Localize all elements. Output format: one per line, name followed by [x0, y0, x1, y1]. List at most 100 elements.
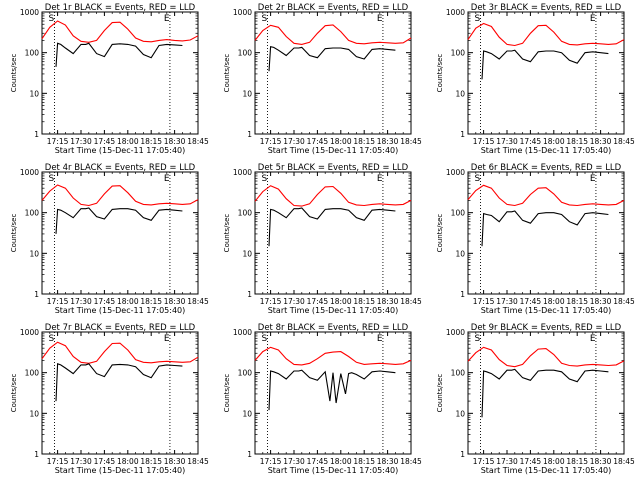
y-tick-label: 10 — [455, 89, 465, 98]
y-axis-label: Counts/sec — [10, 54, 18, 93]
events-series-line — [481, 49, 609, 80]
y-tick-label: 1000 — [20, 8, 39, 17]
y-axis-label: Counts/sec — [436, 374, 444, 413]
x-tick-label: 18:30 — [590, 457, 612, 466]
x-tick-label: 17:15 — [260, 137, 282, 146]
y-tick-label: 1 — [460, 450, 465, 459]
x-axis-label: Start Time (15-Dec-11 17:05:40) — [481, 306, 612, 315]
events-series-line — [55, 207, 183, 234]
x-tick-label: 18:45 — [187, 297, 209, 306]
x-tick-label: 17:45 — [94, 297, 116, 306]
x-tick-label: 18:45 — [400, 297, 422, 306]
start-marker: S — [474, 14, 480, 24]
x-tick-label: 18:45 — [187, 137, 209, 146]
lld-series-line — [254, 185, 412, 207]
y-axis-label: Counts/sec — [223, 374, 231, 413]
panel-title: Det 2r BLACK = Events, RED = LLD — [258, 3, 409, 13]
x-tick-label: 17:30 — [283, 297, 305, 306]
x-tick-label: 18:45 — [400, 457, 422, 466]
lld-series-line — [41, 184, 199, 207]
y-tick-label: 10 — [242, 409, 252, 418]
start-marker: S — [474, 334, 480, 344]
end-marker: E — [377, 174, 383, 184]
x-tick-label: 17:45 — [520, 297, 542, 306]
start-marker: S — [261, 334, 267, 344]
x-tick-label: 18:30 — [590, 137, 612, 146]
lld-series-line — [254, 24, 412, 45]
panel-det-3: Det 3r BLACK = Events, RED = LLD 1 10 100 10… — [436, 3, 635, 155]
panel-det-2: Det 2r BLACK = Events, RED = LLD 1 10 100 10… — [223, 3, 422, 155]
plot-frame — [467, 11, 625, 135]
y-tick-label: 1 — [34, 290, 39, 299]
y-tick-label: 10 — [242, 249, 252, 258]
x-tick-label: 17:15 — [473, 297, 495, 306]
y-axis-label: Counts/sec — [223, 214, 231, 253]
y-tick-label: 1000 — [233, 168, 252, 177]
panel-title: Det 4r BLACK = Events, RED = LLD — [45, 163, 196, 173]
panel-det-7: Det 7r BLACK = Events, RED = LLD 1 10 100 10… — [10, 323, 209, 475]
y-tick-label: 10 — [242, 89, 252, 98]
lld-series-line — [41, 20, 199, 43]
y-tick-label: 10 — [29, 89, 39, 98]
x-tick-label: 18:15 — [353, 137, 375, 146]
x-tick-label: 18:45 — [400, 137, 422, 146]
y-tick-label: 10 — [455, 409, 465, 418]
x-tick-label: 17:30 — [283, 457, 305, 466]
y-tick-label: 100 — [238, 209, 253, 218]
x-tick-label: 18:30 — [164, 297, 186, 306]
start-marker: S — [261, 14, 267, 24]
x-axis-label: Start Time (15-Dec-11 17:05:40) — [268, 306, 399, 315]
x-axis-label: Start Time (15-Dec-11 17:05:40) — [481, 146, 612, 155]
end-marker: E — [164, 174, 170, 184]
x-tick-label: 17:45 — [520, 137, 542, 146]
start-marker: S — [261, 174, 267, 184]
end-marker: E — [590, 14, 596, 24]
x-tick-label: 18:45 — [613, 297, 635, 306]
events-series-line — [481, 368, 609, 418]
x-tick-label: 18:00 — [543, 457, 565, 466]
x-tick-label: 18:00 — [330, 457, 352, 466]
end-marker: E — [164, 334, 170, 344]
y-tick-label: 100 — [451, 369, 466, 378]
x-tick-label: 18:45 — [613, 137, 635, 146]
start-marker: S — [48, 334, 54, 344]
start-marker: S — [474, 174, 480, 184]
x-tick-label: 18:00 — [543, 297, 565, 306]
lld-series-line — [254, 346, 412, 366]
y-tick-label: 1 — [247, 290, 252, 299]
x-tick-label: 18:15 — [566, 297, 588, 306]
x-tick-label: 18:00 — [330, 137, 352, 146]
x-tick-label: 17:15 — [260, 457, 282, 466]
x-tick-label: 18:15 — [566, 137, 588, 146]
x-tick-label: 18:15 — [140, 137, 162, 146]
y-axis-label: Counts/sec — [436, 214, 444, 253]
panel-title: Det 6r BLACK = Events, RED = LLD — [471, 163, 622, 173]
y-tick-label: 10 — [29, 409, 39, 418]
y-axis-label: Counts/sec — [10, 214, 18, 253]
y-tick-label: 1000 — [233, 8, 252, 17]
x-tick-label: 18:30 — [164, 457, 186, 466]
x-tick-label: 17:30 — [70, 137, 92, 146]
lld-series-line — [41, 341, 199, 364]
plot-frame — [41, 171, 199, 295]
plot-frame — [41, 11, 199, 135]
x-axis-label: Start Time (15-Dec-11 17:05:40) — [55, 466, 186, 475]
y-tick-label: 10 — [455, 249, 465, 258]
x-tick-label: 18:15 — [140, 457, 162, 466]
x-tick-label: 18:30 — [590, 297, 612, 306]
events-series-line — [55, 42, 183, 67]
events-series-line — [55, 363, 183, 402]
x-tick-label: 18:30 — [377, 457, 399, 466]
x-tick-label: 17:15 — [47, 137, 69, 146]
y-tick-label: 1000 — [20, 328, 39, 337]
y-axis-label: Counts/sec — [10, 374, 18, 413]
y-tick-label: 1 — [247, 450, 252, 459]
panel-title: Det 9r BLACK = Events, RED = LLD — [471, 323, 622, 333]
end-marker: E — [590, 174, 596, 184]
x-tick-label: 18:00 — [117, 457, 139, 466]
x-tick-label: 17:30 — [70, 457, 92, 466]
panel-det-1: Det 1r BLACK = Events, RED = LLD 1 10 100 10… — [10, 3, 209, 155]
panel-det-8: Det 8r BLACK = Events, RED = LLD 1 10 100 10… — [223, 323, 422, 475]
x-tick-label: 17:45 — [94, 137, 116, 146]
panel-title: Det 5r BLACK = Events, RED = LLD — [258, 163, 409, 173]
